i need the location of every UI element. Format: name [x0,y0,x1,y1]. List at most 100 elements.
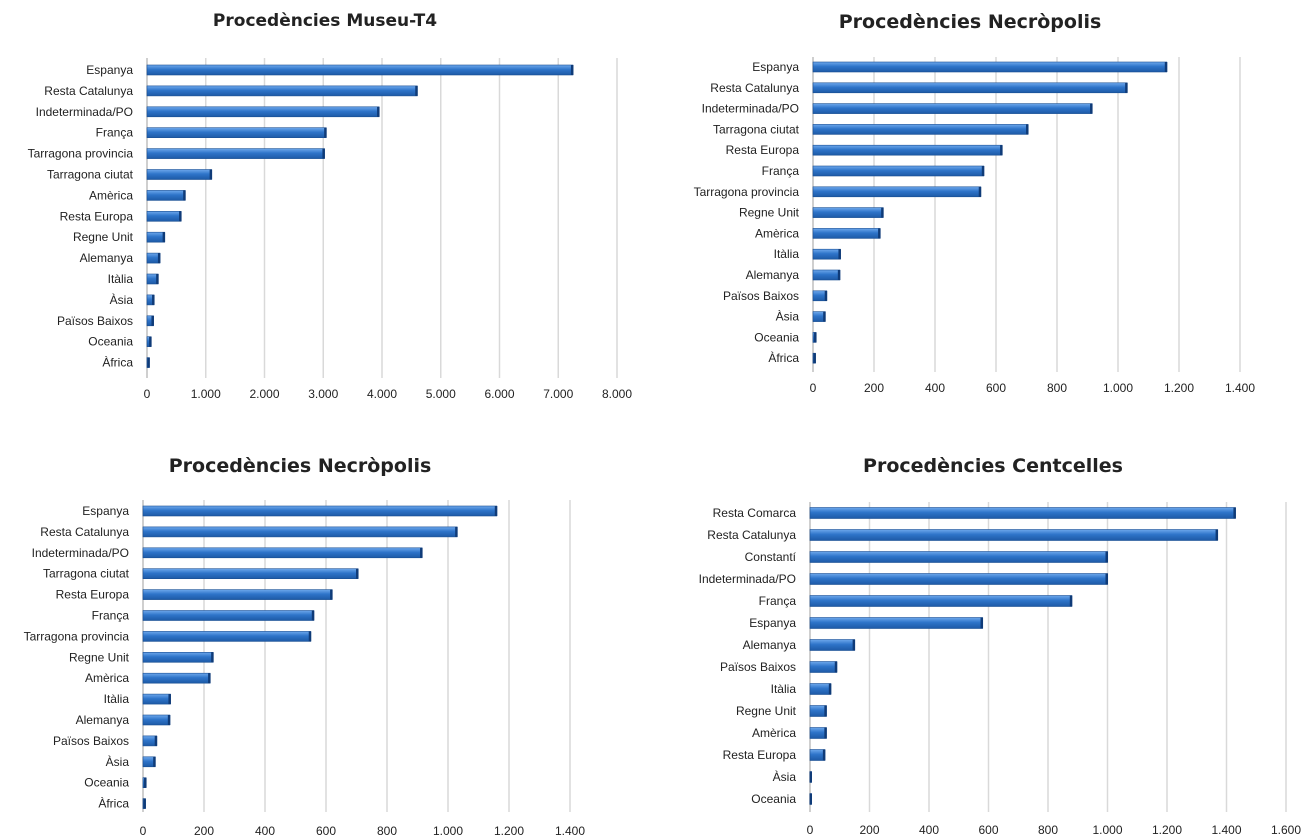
category-label: Resta Europa [60,209,134,223]
category-label: Àfrica [768,350,799,365]
bar [142,714,171,726]
x-tick-label: 8.000 [602,387,632,401]
bar [812,144,1003,156]
bar [812,61,1168,73]
bar-cap [834,661,838,673]
x-tick-label: 6.000 [484,387,514,401]
category-label: Tarragona ciutat [47,168,134,182]
x-tick-label: 800 [377,824,397,838]
x-tick-label: 400 [925,381,945,395]
category-label: Resta Comarca [713,506,797,520]
bar [146,211,182,222]
category-label: Espanya [82,504,129,518]
category-label: Indeterminada/PO [36,105,133,119]
bar [812,186,982,198]
bar [812,269,841,281]
bar [146,106,380,118]
category-label: Resta Europa [726,143,800,157]
bar [812,165,985,177]
bar-cap [838,249,841,260]
bar [809,595,1073,607]
category-label: Amèrica [85,671,129,685]
bar-cap [824,705,827,717]
x-tick-label: 800 [1047,381,1067,395]
bar-cap [311,610,315,621]
x-tick-label: 1.000 [191,387,221,401]
bar [142,589,333,600]
category-label: Tarragona ciutat [43,567,130,581]
bar [142,631,312,642]
category-label: Amèrica [755,226,799,240]
chart-centcelles: Procedències Centcelles Resta Comarca Res… [650,420,1303,840]
bar [146,231,165,243]
bar [142,547,423,559]
category-label: Àsia [773,769,797,784]
bar-cap [157,253,161,264]
x-tick-label: 3.000 [308,387,338,401]
x-tick-label: 1.000 [1103,381,1133,395]
x-tick-label: 1.400 [1225,381,1255,395]
bar-cap [153,756,156,767]
category-label: Països Baixos [53,734,129,748]
category-label: Tarragona provincia [24,629,130,643]
chart-title: Procedències Museu-T4 [213,11,437,31]
chart-necropolis-top: Procedències Necròpolis Espanya Resta Cat… [650,0,1303,420]
category-label: Alemanya [80,251,134,265]
category-label: Indeterminada/PO [32,546,129,560]
bar [812,248,841,260]
category-label: Països Baixos [57,314,133,328]
x-tick-label: 0 [140,824,147,838]
bar-cap [980,617,984,629]
bar [812,82,1128,94]
x-tick-label: 7.000 [543,387,573,401]
category-label: França [92,609,130,623]
x-tick-label: 4.000 [367,387,397,401]
category-label: Regne Unit [73,230,134,244]
bar [809,507,1236,519]
category-label: Oceania [84,776,129,790]
bar-cap [168,694,171,705]
x-tick-label: 5.000 [426,387,456,401]
bar-cap [324,127,327,138]
category-label: Resta Catalunya [40,525,129,539]
x-tick-label: 1.000 [433,824,463,838]
bar-cap [1233,507,1236,519]
bar-cap [179,211,182,222]
x-tick-label: 1.600 [1271,823,1301,837]
category-label: Indeterminada/PO [699,572,796,586]
category-label: Alemanya [746,268,800,282]
bar-cap [1105,551,1108,563]
category-label: Amèrica [752,726,796,740]
bar [146,64,574,76]
category-label: França [96,126,134,140]
category-label: Itàlia [108,272,134,286]
category-label: Resta Catalunya [707,528,796,542]
bar [142,672,211,684]
bar [809,749,826,761]
category-label: Itàlia [104,692,130,706]
bar-cap [154,735,158,746]
chart-title: Procedències Necròpolis [169,455,432,477]
bar-cap [813,353,816,364]
bar-cap [377,106,380,117]
bar-cap [978,186,982,197]
bar-cap [1125,82,1128,93]
x-tick-label: 600 [986,381,1006,395]
x-tick-label: 1.200 [1164,381,1194,395]
bar-cap [144,777,147,788]
bar-cap [1105,573,1108,585]
bar-cap [981,166,985,176]
x-tick-label: 200 [859,823,879,837]
bar [809,639,855,651]
bar [146,127,327,138]
bar-cap [149,336,152,347]
category-label: Resta Europa [56,588,130,602]
category-label: Espanya [86,63,133,77]
bar-cap [1069,595,1073,607]
x-tick-label: 0 [810,381,817,395]
bar [146,169,212,180]
bar [142,505,498,517]
chart-necropolis-bottom: Procedències Necròpolis Espanya Resta Cat… [0,420,650,840]
bar-cap [183,190,186,201]
bar-cap [570,65,574,75]
